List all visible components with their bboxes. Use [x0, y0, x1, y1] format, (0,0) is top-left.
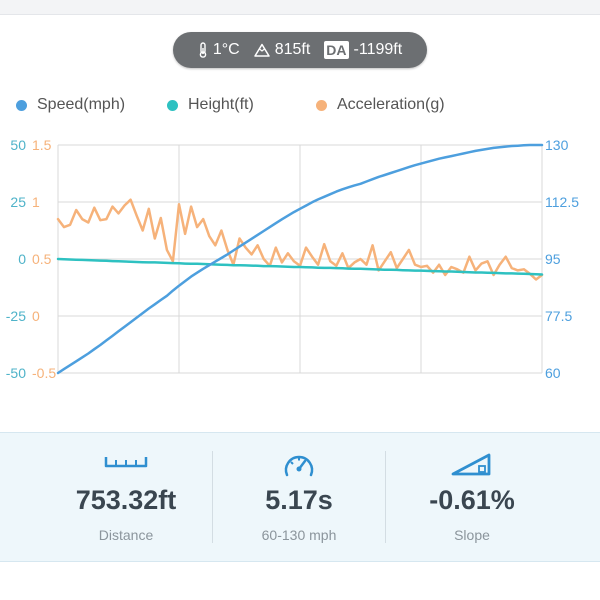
legend-height-dot — [167, 99, 178, 111]
stat-distance: 753.32ft Distance — [40, 433, 212, 561]
acceleration-axis-tick-label: 0 — [32, 308, 40, 324]
legend-speed-label: Speed(mph) — [37, 96, 126, 113]
stat-time: 5.17s 60-130 mph — [213, 433, 385, 561]
height-axis-tick-label: -25 — [6, 308, 26, 324]
speed-axis-tick-label: 112.5 — [545, 194, 579, 210]
altitude-item: 815ft — [253, 41, 311, 59]
height-axis-tick-label: -50 — [6, 365, 26, 381]
distance-label: Distance — [98, 527, 154, 543]
speed-axis-tick-label: 77.5 — [545, 308, 572, 324]
acceleration-axis-tick-label: -0.5 — [32, 365, 56, 381]
time-value: 5.17s — [265, 485, 333, 515]
stat-divider — [385, 451, 386, 543]
temperature-value: 1°C — [212, 41, 240, 58]
slope-icon — [451, 453, 491, 476]
altitude-value: 815ft — [274, 41, 311, 58]
speed-series-line — [56, 143, 544, 375]
stats-panel: 753.32ft Distance 5.17s 60-130 mph -0.61… — [0, 432, 600, 562]
stat-divider — [212, 451, 213, 543]
thermometer-icon — [199, 42, 207, 58]
weather-info-bar: 1°C 815ft DA -1199ft — [173, 32, 427, 68]
legend-height-label: Height(ft) — [188, 96, 254, 113]
height-axis-tick-label: 0 — [18, 251, 26, 267]
chart-legend: Speed(mph) Height(ft) Acceleration(g) — [0, 96, 600, 116]
legend-acceleration: Acceleration(g) — [316, 96, 445, 114]
stat-slope: -0.61% Slope — [386, 433, 558, 561]
legend-speed-dot — [16, 99, 27, 111]
time-label: 60-130 mph — [261, 527, 337, 543]
speed-axis-tick-label: 130 — [545, 137, 569, 153]
run-chart: 50 25 0 -25 -50 1.5 1 0.5 0 -0.5 130 112.5 95 77.5 60 — [6, 137, 579, 381]
speed-axis-tick-label: 60 — [545, 365, 561, 381]
acceleration-axis-tick-label: 1 — [32, 194, 40, 210]
top-bar — [0, 0, 600, 15]
acceleration-axis-tick-label: 1.5 — [32, 137, 52, 153]
legend-height: Height(ft) — [167, 96, 254, 114]
height-axis-tick-label: 25 — [10, 194, 26, 210]
mountain-icon — [253, 43, 270, 57]
temperature-item: 1°C — [198, 41, 240, 59]
distance-value: 753.32ft — [75, 485, 177, 515]
density-altitude-value: -1199ft — [353, 41, 403, 58]
legend-acceleration-label: Acceleration(g) — [337, 96, 445, 113]
density-altitude-badge: DA — [324, 41, 349, 59]
ruler-icon — [104, 457, 148, 468]
speedometer-icon — [284, 455, 314, 477]
density-altitude-item: DA -1199ft — [324, 41, 402, 59]
acceleration-axis-tick-label: 0.5 — [32, 251, 52, 267]
legend-acceleration-dot — [316, 99, 327, 111]
height-axis-tick-label: 50 — [10, 137, 26, 153]
slope-label: Slope — [454, 527, 490, 543]
height-series-line — [56, 257, 544, 276]
legend-speed: Speed(mph) — [16, 96, 125, 114]
slope-value: -0.61% — [429, 485, 515, 515]
speed-axis-tick-label: 95 — [545, 251, 561, 267]
